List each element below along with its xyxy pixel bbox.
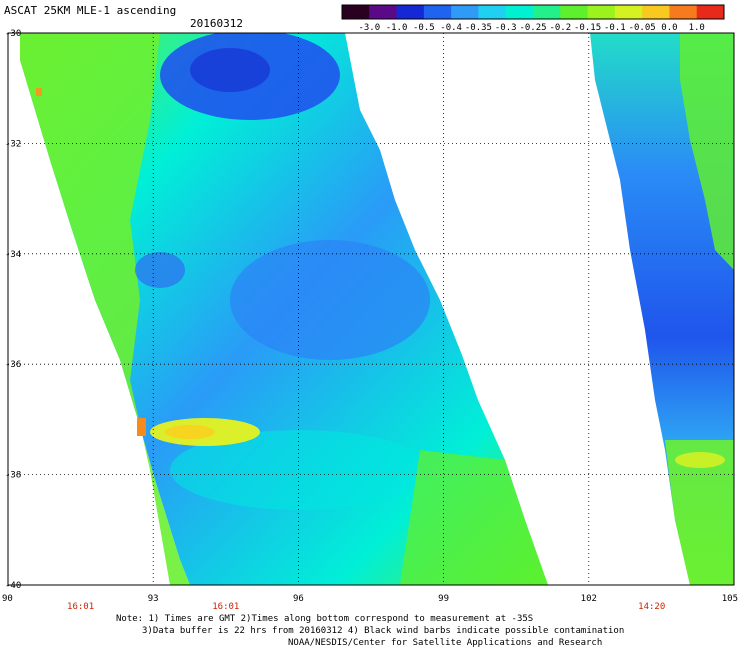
note-line-1: Note: 1) Times are GMT 2)Times along bot…	[116, 614, 534, 624]
lat-tick-label: -32	[5, 139, 21, 149]
colorbar-tick-label: -1.0	[386, 23, 408, 33]
lat-tick-label: -36	[5, 360, 21, 370]
lat-tick-label: -30	[5, 29, 21, 39]
colorbar-tick-label: -0.1	[604, 23, 626, 33]
map-frame	[7, 32, 735, 586]
colorbar-segment	[396, 5, 425, 19]
colorbar-segment	[587, 5, 616, 19]
time-labels: 16:01 16:01 14:20	[67, 602, 665, 612]
colorbar-tick-label: -0.4	[440, 23, 462, 33]
colorbar-segment	[533, 5, 561, 19]
lon-tick-label: 96	[293, 594, 304, 604]
graticule	[8, 33, 734, 585]
lon-labels: 90 93 96 99 102 105	[2, 594, 738, 604]
lon-tick-label: 90	[2, 594, 13, 604]
lat-tick-label: -34	[5, 250, 21, 260]
colorbar-tick-label: -0.3	[495, 23, 517, 33]
colorbar-segment	[614, 5, 643, 19]
map-title: ASCAT 25KM MLE-1 ascending	[4, 4, 177, 17]
colorbar-segment	[505, 5, 534, 19]
lat-tick-label: -40	[5, 581, 21, 591]
colorbar-segment	[669, 5, 698, 19]
lon-tick-label: 105	[722, 594, 738, 604]
colorbar-segment	[451, 5, 479, 19]
swath-left	[20, 33, 548, 585]
colorbar-tick-label: -0.05	[629, 23, 656, 33]
colorbar-tick-label: -0.5	[413, 23, 435, 33]
colorbar-segment	[423, 5, 452, 19]
colorbar-segment	[478, 5, 507, 19]
map-date: 20160312	[190, 17, 243, 30]
colorbar-tick-label: -0.25	[519, 23, 546, 33]
swath-time-label: 14:20	[638, 602, 665, 612]
colorbar-tick-label: -0.35	[465, 23, 492, 33]
lat-tick-label: -38	[5, 471, 21, 481]
lat-labels: -30 -32 -34 -36 -38 -40	[5, 29, 21, 591]
colorbar-tick-label: -3.0	[358, 23, 380, 33]
colorbar-frame	[341, 4, 725, 20]
colorbar-tick-label: 0.0	[661, 23, 677, 33]
swath-time-label: 16:01	[212, 602, 239, 612]
swath-time-label: 16:01	[67, 602, 94, 612]
note-line-2: 3)Data buffer is 22 hrs from 20160312 4)…	[142, 626, 625, 636]
colorbar-segment	[642, 5, 670, 19]
colorbar-tick-label: 1.0	[689, 23, 705, 33]
colorbar-segment	[696, 5, 725, 19]
note-line-3: NOAA/NESDIS/Center for Satellite Applica…	[288, 638, 603, 648]
colorbar-segment	[560, 5, 589, 19]
colorbar-segment	[369, 5, 398, 19]
lon-tick-label: 99	[438, 594, 449, 604]
colorbar-tick-label: -0.2	[549, 23, 571, 33]
colorbar-tick-label: -0.15	[574, 23, 601, 33]
lon-tick-label: 93	[148, 594, 159, 604]
colorbar: -3.0 -1.0 -0.5 -0.4 -0.35 -0.3 -0.25 -0.2 -0.15-…	[341, 4, 725, 33]
lon-tick-label: 102	[581, 594, 597, 604]
colorbar-segment	[342, 5, 370, 19]
swath-right	[590, 33, 734, 585]
